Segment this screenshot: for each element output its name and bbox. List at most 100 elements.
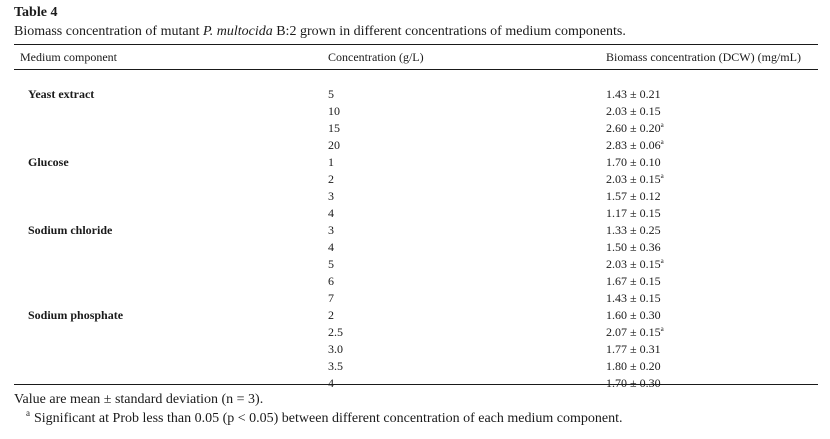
biomass-value: 1.60 ± 0.30	[606, 308, 661, 322]
table-bottom-rule	[14, 384, 818, 385]
cell-medium-component	[14, 256, 328, 273]
cell-concentration: 2	[328, 308, 334, 322]
header-row: Medium component Concentration (g/L) Bio…	[14, 46, 818, 69]
biomass-value: 1.43 ± 0.15	[606, 291, 661, 305]
cell-biomass: 2.03 ± 0.15a	[606, 171, 818, 188]
cell-concentration: 3	[328, 223, 334, 237]
caption-species: P. multocida	[202, 24, 273, 39]
cell-medium-component	[14, 239, 328, 256]
cell-medium-component	[14, 273, 328, 290]
biomass-value: 2.03 ± 0.15	[606, 104, 661, 118]
cell-concentration: 5	[328, 257, 334, 271]
table-row: Sodium chloride 3 1.33 ± 0.25	[14, 222, 818, 239]
cell-concentration: 1	[328, 155, 334, 169]
cell-biomass: 1.70 ± 0.10	[606, 154, 818, 171]
cell-medium-component	[14, 324, 328, 341]
significance-marker: a	[660, 121, 664, 129]
cell-concentration: 4	[328, 376, 334, 390]
cell-concentration: 3.0	[328, 342, 343, 356]
table-body: Yeast extract 5 1.43 ± 0.21 10 2.03 ± 0.15 15…	[14, 69, 818, 392]
cell-concentration: 2	[328, 172, 334, 186]
cell-biomass: 1.57 ± 0.12	[606, 188, 818, 205]
biomass-value: 2.07 ± 0.15	[606, 325, 661, 339]
table-row: 4 1.70 ± 0.30	[14, 375, 818, 392]
cell-biomass: 1.70 ± 0.30	[606, 375, 818, 392]
footnote-marker: a	[26, 408, 30, 418]
table-row: 15 2.60 ± 0.20a	[14, 120, 818, 137]
cell-biomass: 1.43 ± 0.21	[606, 86, 818, 103]
footnote-mean-sd: Value are mean ± standard deviation (n =…	[14, 392, 264, 407]
biomass-value: 1.57 ± 0.12	[606, 189, 661, 203]
biomass-value: 1.77 ± 0.31	[606, 342, 661, 356]
cell-biomass: 2.60 ± 0.20a	[606, 120, 818, 137]
table-row: 3.0 1.77 ± 0.31	[14, 341, 818, 358]
cell-concentration: 5	[328, 87, 334, 101]
biomass-value: 2.60 ± 0.20	[606, 121, 661, 135]
header-biomass: Biomass concentration (DCW) (mg/mL)	[606, 50, 801, 64]
table-row: 4 1.50 ± 0.36	[14, 239, 818, 256]
cell-concentration: 3.5	[328, 359, 343, 373]
cell-biomass: 1.77 ± 0.31	[606, 341, 818, 358]
biomass-value: 1.70 ± 0.10	[606, 155, 661, 169]
table-header-rule	[14, 69, 818, 70]
cell-biomass: 1.67 ± 0.15	[606, 273, 818, 290]
biomass-value: 1.70 ± 0.30	[606, 376, 661, 390]
biomass-value: 2.83 ± 0.06	[606, 138, 661, 152]
cell-medium-component	[14, 103, 328, 120]
significance-marker: a	[660, 257, 664, 265]
cell-biomass: 2.03 ± 0.15	[606, 103, 818, 120]
table-row: Yeast extract 5 1.43 ± 0.21	[14, 86, 818, 103]
cell-biomass: 1.43 ± 0.15	[606, 290, 818, 307]
table-row: Glucose 1 1.70 ± 0.10	[14, 154, 818, 171]
table-row: 10 2.03 ± 0.15	[14, 103, 818, 120]
cell-medium-component: Glucose	[28, 155, 69, 169]
cell-concentration: 4	[328, 206, 334, 220]
cell-medium-component	[14, 120, 328, 137]
biomass-value: 1.80 ± 0.20	[606, 359, 661, 373]
cell-concentration: 7	[328, 291, 334, 305]
cell-biomass: 2.83 ± 0.06a	[606, 137, 818, 154]
cell-medium-component: Yeast extract	[28, 87, 95, 101]
header-concentration: Concentration (g/L)	[328, 50, 424, 64]
cell-biomass: 2.07 ± 0.15a	[606, 324, 818, 341]
cell-biomass: 1.17 ± 0.15	[606, 205, 818, 222]
biomass-value: 2.03 ± 0.15	[606, 172, 661, 186]
cell-concentration: 3	[328, 189, 334, 203]
cell-biomass: 2.03 ± 0.15a	[606, 256, 818, 273]
cell-biomass: 1.50 ± 0.36	[606, 239, 818, 256]
caption-prefix: Biomass concentration of mutant	[14, 24, 203, 39]
cell-medium-component	[14, 205, 328, 222]
table-row: Sodium phosphate 2 1.60 ± 0.30	[14, 307, 818, 324]
biomass-value: 1.17 ± 0.15	[606, 206, 661, 220]
table-row: 4 1.17 ± 0.15	[14, 205, 818, 222]
cell-medium-component: Sodium chloride	[28, 223, 113, 237]
cell-concentration: 6	[328, 274, 334, 288]
table-label: Table 4	[14, 5, 58, 20]
table-row: 7 1.43 ± 0.15	[14, 290, 818, 307]
table-row: 20 2.83 ± 0.06a	[14, 137, 818, 154]
cell-concentration: 10	[328, 104, 340, 118]
cell-medium-component	[14, 188, 328, 205]
footnote-sig-text: Significant at Prob less than 0.05 (p < …	[34, 411, 623, 426]
cell-concentration: 20	[328, 138, 340, 152]
cell-concentration: 2.5	[328, 325, 343, 339]
biomass-value: 1.50 ± 0.36	[606, 240, 661, 254]
table-row: 3.5 1.80 ± 0.20	[14, 358, 818, 375]
significance-marker: a	[660, 325, 664, 333]
cell-biomass: 1.60 ± 0.30	[606, 307, 818, 324]
header-medium-component: Medium component	[20, 50, 117, 64]
biomass-value: 1.33 ± 0.25	[606, 223, 661, 237]
table-row: 2.5 2.07 ± 0.15a	[14, 324, 818, 341]
table-top-rule	[14, 44, 818, 45]
table-row: 3 1.57 ± 0.12	[14, 188, 818, 205]
caption-suffix: B:2 grown in different concentrations of…	[272, 24, 626, 39]
cell-medium-component	[14, 358, 328, 375]
table-row: 6 1.67 ± 0.15	[14, 273, 818, 290]
cell-medium-component	[14, 171, 328, 188]
cell-medium-component	[14, 137, 328, 154]
cell-medium-component	[14, 341, 328, 358]
spacer-row	[14, 69, 818, 86]
biomass-value: 1.67 ± 0.15	[606, 274, 661, 288]
table-row: 2 2.03 ± 0.15a	[14, 171, 818, 188]
